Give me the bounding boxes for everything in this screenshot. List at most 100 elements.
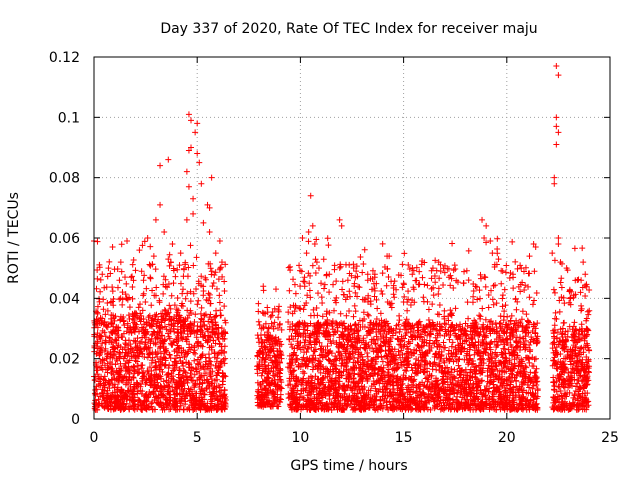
data-point [270, 395, 277, 402]
data-point [455, 362, 462, 369]
data-point [523, 329, 530, 336]
data-point [343, 375, 350, 382]
data-point [510, 324, 517, 331]
data-point [218, 358, 225, 365]
data-point [176, 367, 183, 374]
data-point [378, 343, 385, 350]
data-point [475, 395, 482, 402]
data-point [357, 344, 364, 351]
data-point [197, 405, 204, 412]
data-point [99, 392, 106, 399]
data-point [191, 342, 198, 349]
data-point [154, 335, 161, 342]
data-point [476, 380, 483, 387]
data-point [138, 324, 145, 331]
data-point [262, 365, 269, 372]
data-point [399, 337, 406, 344]
data-point [97, 358, 104, 365]
data-point [512, 362, 519, 369]
data-point [276, 373, 283, 380]
data-point [420, 294, 427, 301]
data-point [477, 295, 484, 302]
data-point [470, 381, 477, 388]
data-point [508, 312, 515, 319]
data-point [490, 381, 497, 388]
data-point [461, 268, 468, 275]
data-point [525, 321, 532, 328]
data-point [455, 356, 462, 363]
data-point [271, 319, 278, 326]
data-point [311, 329, 318, 336]
data-point [331, 404, 338, 411]
data-point [320, 346, 327, 353]
data-point [326, 357, 333, 364]
data-point [366, 399, 373, 406]
data-point [333, 387, 340, 394]
data-point [94, 266, 101, 273]
data-point [96, 295, 103, 302]
data-point [447, 282, 454, 289]
data-point [521, 287, 528, 294]
data-point [134, 335, 141, 342]
data-point [513, 373, 520, 380]
data-point [439, 364, 446, 371]
data-point [352, 308, 359, 315]
data-point [441, 379, 448, 386]
data-point [168, 341, 175, 348]
data-point [477, 275, 484, 282]
data-point [132, 326, 139, 333]
data-point [173, 352, 180, 359]
data-point [529, 379, 536, 386]
data-point [174, 342, 181, 349]
data-point [409, 297, 416, 304]
data-point [369, 402, 376, 409]
data-point [102, 345, 109, 352]
data-point [217, 307, 224, 314]
data-point [330, 331, 337, 338]
data-point [432, 384, 439, 391]
data-point [202, 337, 209, 344]
data-point [388, 304, 395, 311]
data-point [440, 344, 447, 351]
data-point [496, 389, 503, 396]
data-point [514, 369, 521, 376]
data-point [288, 341, 295, 348]
data-point [488, 318, 495, 325]
data-point [351, 329, 358, 336]
data-point [494, 401, 501, 408]
data-point [149, 331, 156, 338]
data-point [104, 324, 111, 331]
data-point [471, 317, 478, 324]
data-point [467, 344, 474, 351]
data-point [526, 399, 533, 406]
data-point [207, 369, 214, 376]
data-point [411, 376, 418, 383]
data-point [101, 357, 108, 364]
data-point [270, 335, 277, 342]
data-point [293, 399, 300, 406]
data-point [151, 292, 158, 299]
data-point [403, 329, 410, 336]
data-point [313, 406, 320, 413]
data-point [341, 320, 348, 327]
data-point [289, 321, 296, 328]
data-point [450, 325, 457, 332]
data-point [397, 354, 404, 361]
data-point [368, 286, 375, 293]
data-point [507, 269, 514, 276]
data-point [321, 281, 328, 288]
data-point [141, 329, 148, 336]
data-point [413, 382, 420, 389]
data-point [387, 301, 394, 308]
data-point [295, 321, 302, 328]
data-point [343, 312, 350, 319]
data-point [369, 267, 376, 274]
data-point [440, 339, 447, 346]
data-point [291, 308, 298, 315]
data-point [358, 383, 365, 390]
data-point [378, 354, 385, 361]
data-point [157, 344, 164, 351]
data-point [337, 263, 344, 270]
data-point [207, 300, 214, 307]
data-point [291, 405, 298, 412]
